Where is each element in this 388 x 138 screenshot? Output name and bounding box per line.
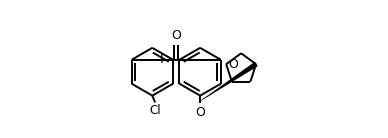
Text: Cl: Cl bbox=[149, 104, 161, 117]
Polygon shape bbox=[201, 62, 257, 101]
Text: I: I bbox=[159, 53, 163, 66]
Text: O: O bbox=[171, 29, 181, 42]
Text: O: O bbox=[229, 58, 239, 71]
Text: O: O bbox=[195, 106, 205, 119]
